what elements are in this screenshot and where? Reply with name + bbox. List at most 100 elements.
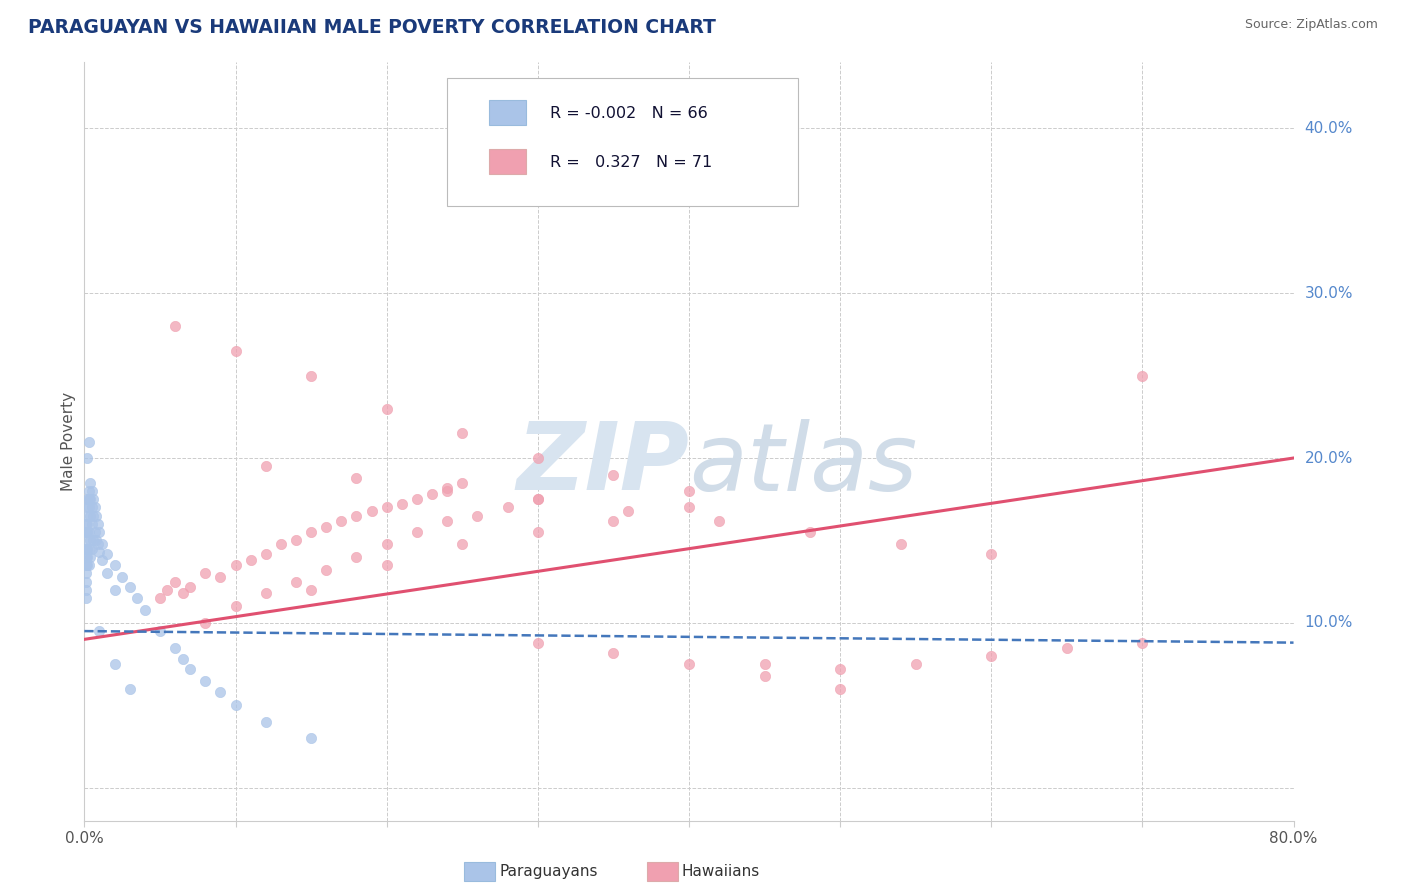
- Point: [754, 668, 776, 682]
- Point: [375, 401, 398, 416]
- Point: [82, 508, 104, 523]
- Point: [527, 492, 550, 507]
- Point: [75, 566, 97, 581]
- Text: Source: ZipAtlas.com: Source: ZipAtlas.com: [1244, 18, 1378, 31]
- Point: [315, 563, 337, 577]
- Point: [77, 541, 100, 556]
- Point: [77, 492, 100, 507]
- Point: [76, 525, 98, 540]
- Point: [315, 520, 337, 534]
- Point: [346, 508, 368, 523]
- Point: [149, 591, 172, 606]
- Point: [391, 497, 413, 511]
- Point: [496, 500, 519, 515]
- Point: [76, 450, 98, 465]
- Point: [678, 657, 700, 671]
- Point: [76, 516, 98, 531]
- Text: atlas: atlas: [689, 418, 917, 510]
- Point: [754, 657, 776, 671]
- Point: [678, 483, 700, 498]
- Point: [77, 525, 100, 540]
- Point: [602, 646, 624, 660]
- Point: [360, 504, 382, 518]
- Point: [96, 547, 118, 561]
- Point: [194, 615, 217, 630]
- Point: [149, 624, 172, 639]
- Point: [299, 368, 322, 383]
- Point: [79, 533, 101, 548]
- Point: [830, 662, 852, 676]
- Point: [96, 566, 118, 581]
- Text: 40.0%: 40.0%: [1305, 121, 1353, 136]
- Point: [451, 426, 474, 441]
- Point: [254, 586, 277, 600]
- Point: [890, 537, 912, 551]
- Point: [375, 537, 398, 551]
- Point: [799, 525, 821, 540]
- Text: 20.0%: 20.0%: [1305, 450, 1353, 466]
- Point: [76, 549, 98, 564]
- Point: [254, 547, 277, 561]
- Y-axis label: Male Poverty: Male Poverty: [60, 392, 76, 491]
- Point: [451, 537, 474, 551]
- Point: [225, 343, 247, 358]
- Point: [527, 635, 550, 649]
- Point: [91, 553, 114, 567]
- Text: 30.0%: 30.0%: [1305, 285, 1353, 301]
- Point: [80, 483, 103, 498]
- Point: [77, 483, 100, 498]
- Point: [436, 514, 458, 528]
- Point: [75, 574, 97, 589]
- Point: [406, 525, 429, 540]
- Point: [830, 681, 852, 696]
- Point: [84, 525, 107, 540]
- Point: [77, 434, 100, 449]
- Point: [299, 525, 322, 540]
- Point: [904, 657, 927, 671]
- Point: [82, 492, 104, 507]
- Point: [254, 714, 277, 729]
- Point: [527, 450, 550, 465]
- Point: [1056, 640, 1078, 655]
- Point: [225, 558, 247, 573]
- Point: [76, 492, 98, 507]
- Point: [79, 549, 101, 564]
- FancyBboxPatch shape: [489, 100, 526, 125]
- Point: [285, 533, 308, 548]
- Point: [134, 602, 156, 616]
- Point: [80, 516, 103, 531]
- Point: [270, 537, 292, 551]
- Point: [346, 471, 368, 485]
- Point: [467, 508, 489, 523]
- Point: [75, 541, 97, 556]
- Point: [165, 319, 187, 334]
- Point: [76, 558, 98, 573]
- Text: 10.0%: 10.0%: [1305, 615, 1353, 631]
- Point: [86, 508, 108, 523]
- Point: [75, 582, 97, 597]
- Point: [79, 475, 101, 490]
- Point: [346, 549, 368, 564]
- Point: [1130, 368, 1153, 383]
- Point: [299, 582, 322, 597]
- Point: [111, 570, 134, 584]
- Point: [496, 170, 519, 185]
- Point: [602, 514, 624, 528]
- Text: ZIP: ZIP: [516, 418, 689, 510]
- Point: [79, 508, 101, 523]
- Point: [617, 504, 640, 518]
- Point: [77, 558, 100, 573]
- Point: [436, 481, 458, 495]
- Point: [179, 580, 201, 594]
- Point: [602, 467, 624, 482]
- Point: [451, 475, 474, 490]
- Point: [89, 545, 111, 559]
- Point: [239, 553, 262, 567]
- Point: [330, 514, 353, 528]
- Point: [420, 487, 443, 501]
- Point: [209, 685, 232, 699]
- Point: [156, 582, 179, 597]
- Text: Hawaiians: Hawaiians: [682, 864, 761, 879]
- Point: [76, 541, 98, 556]
- Point: [76, 508, 98, 523]
